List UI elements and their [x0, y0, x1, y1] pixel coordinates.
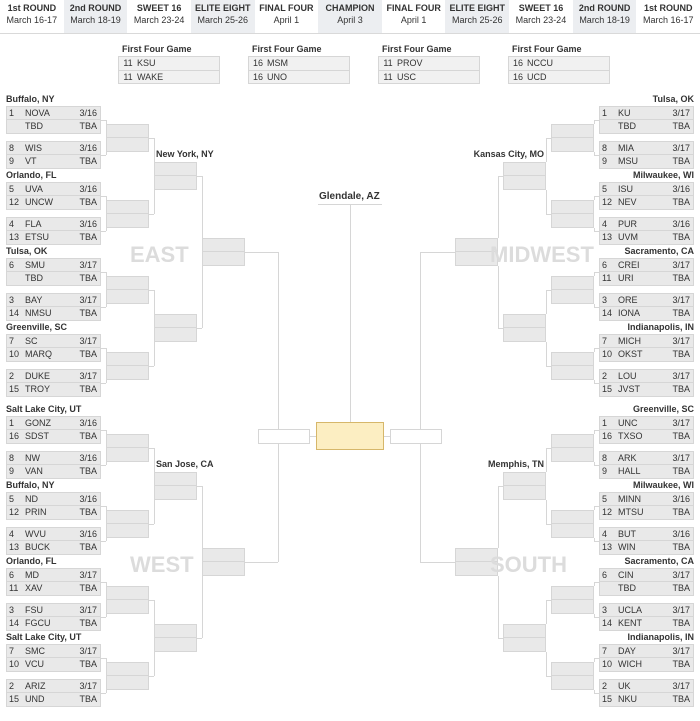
site-label: Buffalo, NY	[6, 94, 55, 104]
round-3r: SWEET 16March 23-24	[509, 0, 573, 33]
site-label: Tulsa, OK	[624, 94, 694, 104]
round-champ: CHAMPIONApril 3	[318, 0, 382, 33]
game-r1: 4FLA3/1613ETSUTBA	[6, 217, 101, 245]
game-r1: 5UVA3/1612UNCWTBA	[6, 182, 101, 210]
game-r1: 4WVU3/1613BUCKTBA	[6, 527, 101, 555]
site-label: Tulsa, OK	[6, 246, 47, 256]
site-label: Sacramento, CA	[624, 246, 694, 256]
region-label: WEST	[130, 552, 194, 578]
center-site-label: Glendale, AZ	[319, 191, 380, 202]
game-r1: 5ISU3/1612NEVTBA	[599, 182, 694, 210]
site-label: Sacramento, CA	[624, 556, 694, 566]
game-r1: 4PUR3/1613UVMTBA	[599, 217, 694, 245]
game-r1: 7SMC3/1710VCUTBA	[6, 644, 101, 672]
game-r1: 5MINN3/1612MTSUTBA	[599, 492, 694, 520]
round-1r: 1st ROUNDMarch 16-17	[636, 0, 700, 33]
bracket-area: Glendale, AZ First Four Game11KSU11WAKE F…	[0, 34, 700, 721]
first-four-2: First Four Game11PROV11USC	[378, 42, 480, 84]
game-r1: 3FSU3/1714FGCUTBA	[6, 603, 101, 631]
first-four-0: First Four Game11KSU11WAKE	[118, 42, 220, 84]
region-label: SOUTH	[490, 552, 567, 578]
game-r1: 1UNC3/1716TXSOTBA	[599, 416, 694, 444]
game-r1: 1GONZ3/1616SDSTTBA	[6, 416, 101, 444]
round-3l: SWEET 16March 23-24	[127, 0, 191, 33]
round-2r: 2nd ROUNDMarch 18-19	[573, 0, 637, 33]
rounds-header: 1st ROUNDMarch 16-17 2nd ROUNDMarch 18-1…	[0, 0, 700, 34]
game-r1: 3BAY3/1714NMSUTBA	[6, 293, 101, 321]
round-4r: ELITE EIGHTMarch 25-26	[445, 0, 509, 33]
site-label: Milwaukee, WI	[624, 480, 694, 490]
round-5l: FINAL FOURApril 1	[255, 0, 319, 33]
game-r1: 1KU3/17TBDTBA	[599, 106, 694, 134]
finalist-right	[390, 429, 442, 444]
champion-box	[316, 422, 384, 450]
round-4l: ELITE EIGHTMarch 25-26	[191, 0, 255, 33]
game-r1: 7MICH3/1710OKSTTBA	[599, 334, 694, 362]
game-r1: 2DUKE3/1715TROYTBA	[6, 369, 101, 397]
game-r1: 7DAY3/1710WICHTBA	[599, 644, 694, 672]
game-r1: 1NOVA3/16TBDTBA	[6, 106, 101, 134]
game-r1: 8NW3/169VANTBA	[6, 451, 101, 479]
site-label: Salt Lake City, UT	[6, 404, 81, 414]
game-r1: 2LOU3/1715JVSTTBA	[599, 369, 694, 397]
round-1l: 1st ROUNDMarch 16-17	[0, 0, 64, 33]
region-label: EAST	[130, 242, 189, 268]
site-label: Indianapolis, IN	[624, 322, 694, 332]
game-r1: 6SMU3/17TBDTBA	[6, 258, 101, 286]
round-5r: FINAL FOURApril 1	[382, 0, 446, 33]
site-label: Milwaukee, WI	[624, 170, 694, 180]
game-r1: 7SC3/1710MARQTBA	[6, 334, 101, 362]
game-r1: 6CIN3/17TBDTBA	[599, 568, 694, 596]
game-r1: 8MIA3/179MSUTBA	[599, 141, 694, 169]
site-label: Salt Lake City, UT	[6, 632, 81, 642]
game-r1: 3ORE3/1714IONATBA	[599, 293, 694, 321]
game-r1: 2ARIZ3/1715UNDTBA	[6, 679, 101, 707]
site-label: Orlando, FL	[6, 556, 57, 566]
game-r1: 8ARK3/179HALLTBA	[599, 451, 694, 479]
site-label: Indianapolis, IN	[624, 632, 694, 642]
round-2l: 2nd ROUNDMarch 18-19	[64, 0, 128, 33]
game-r1: 2UK3/1715NKUTBA	[599, 679, 694, 707]
game-r1: 8WIS3/169VTTBA	[6, 141, 101, 169]
game-r1: 3UCLA3/1714KENTTBA	[599, 603, 694, 631]
site-label: Buffalo, NY	[6, 480, 55, 490]
site-label: Orlando, FL	[6, 170, 57, 180]
region-label: MIDWEST	[490, 242, 594, 268]
finalist-left	[258, 429, 310, 444]
game-r1: 5ND3/1612PRINTBA	[6, 492, 101, 520]
first-four-1: First Four Game16MSM16UNO	[248, 42, 350, 84]
game-r1: 4BUT3/1613WINTBA	[599, 527, 694, 555]
game-r1: 6CREI3/1711URITBA	[599, 258, 694, 286]
site-label: Greenville, SC	[6, 322, 67, 332]
game-r1: 6MD3/1711XAVTBA	[6, 568, 101, 596]
first-four-3: First Four Game16NCCU16UCD	[508, 42, 610, 84]
site-label: Greenville, SC	[624, 404, 694, 414]
